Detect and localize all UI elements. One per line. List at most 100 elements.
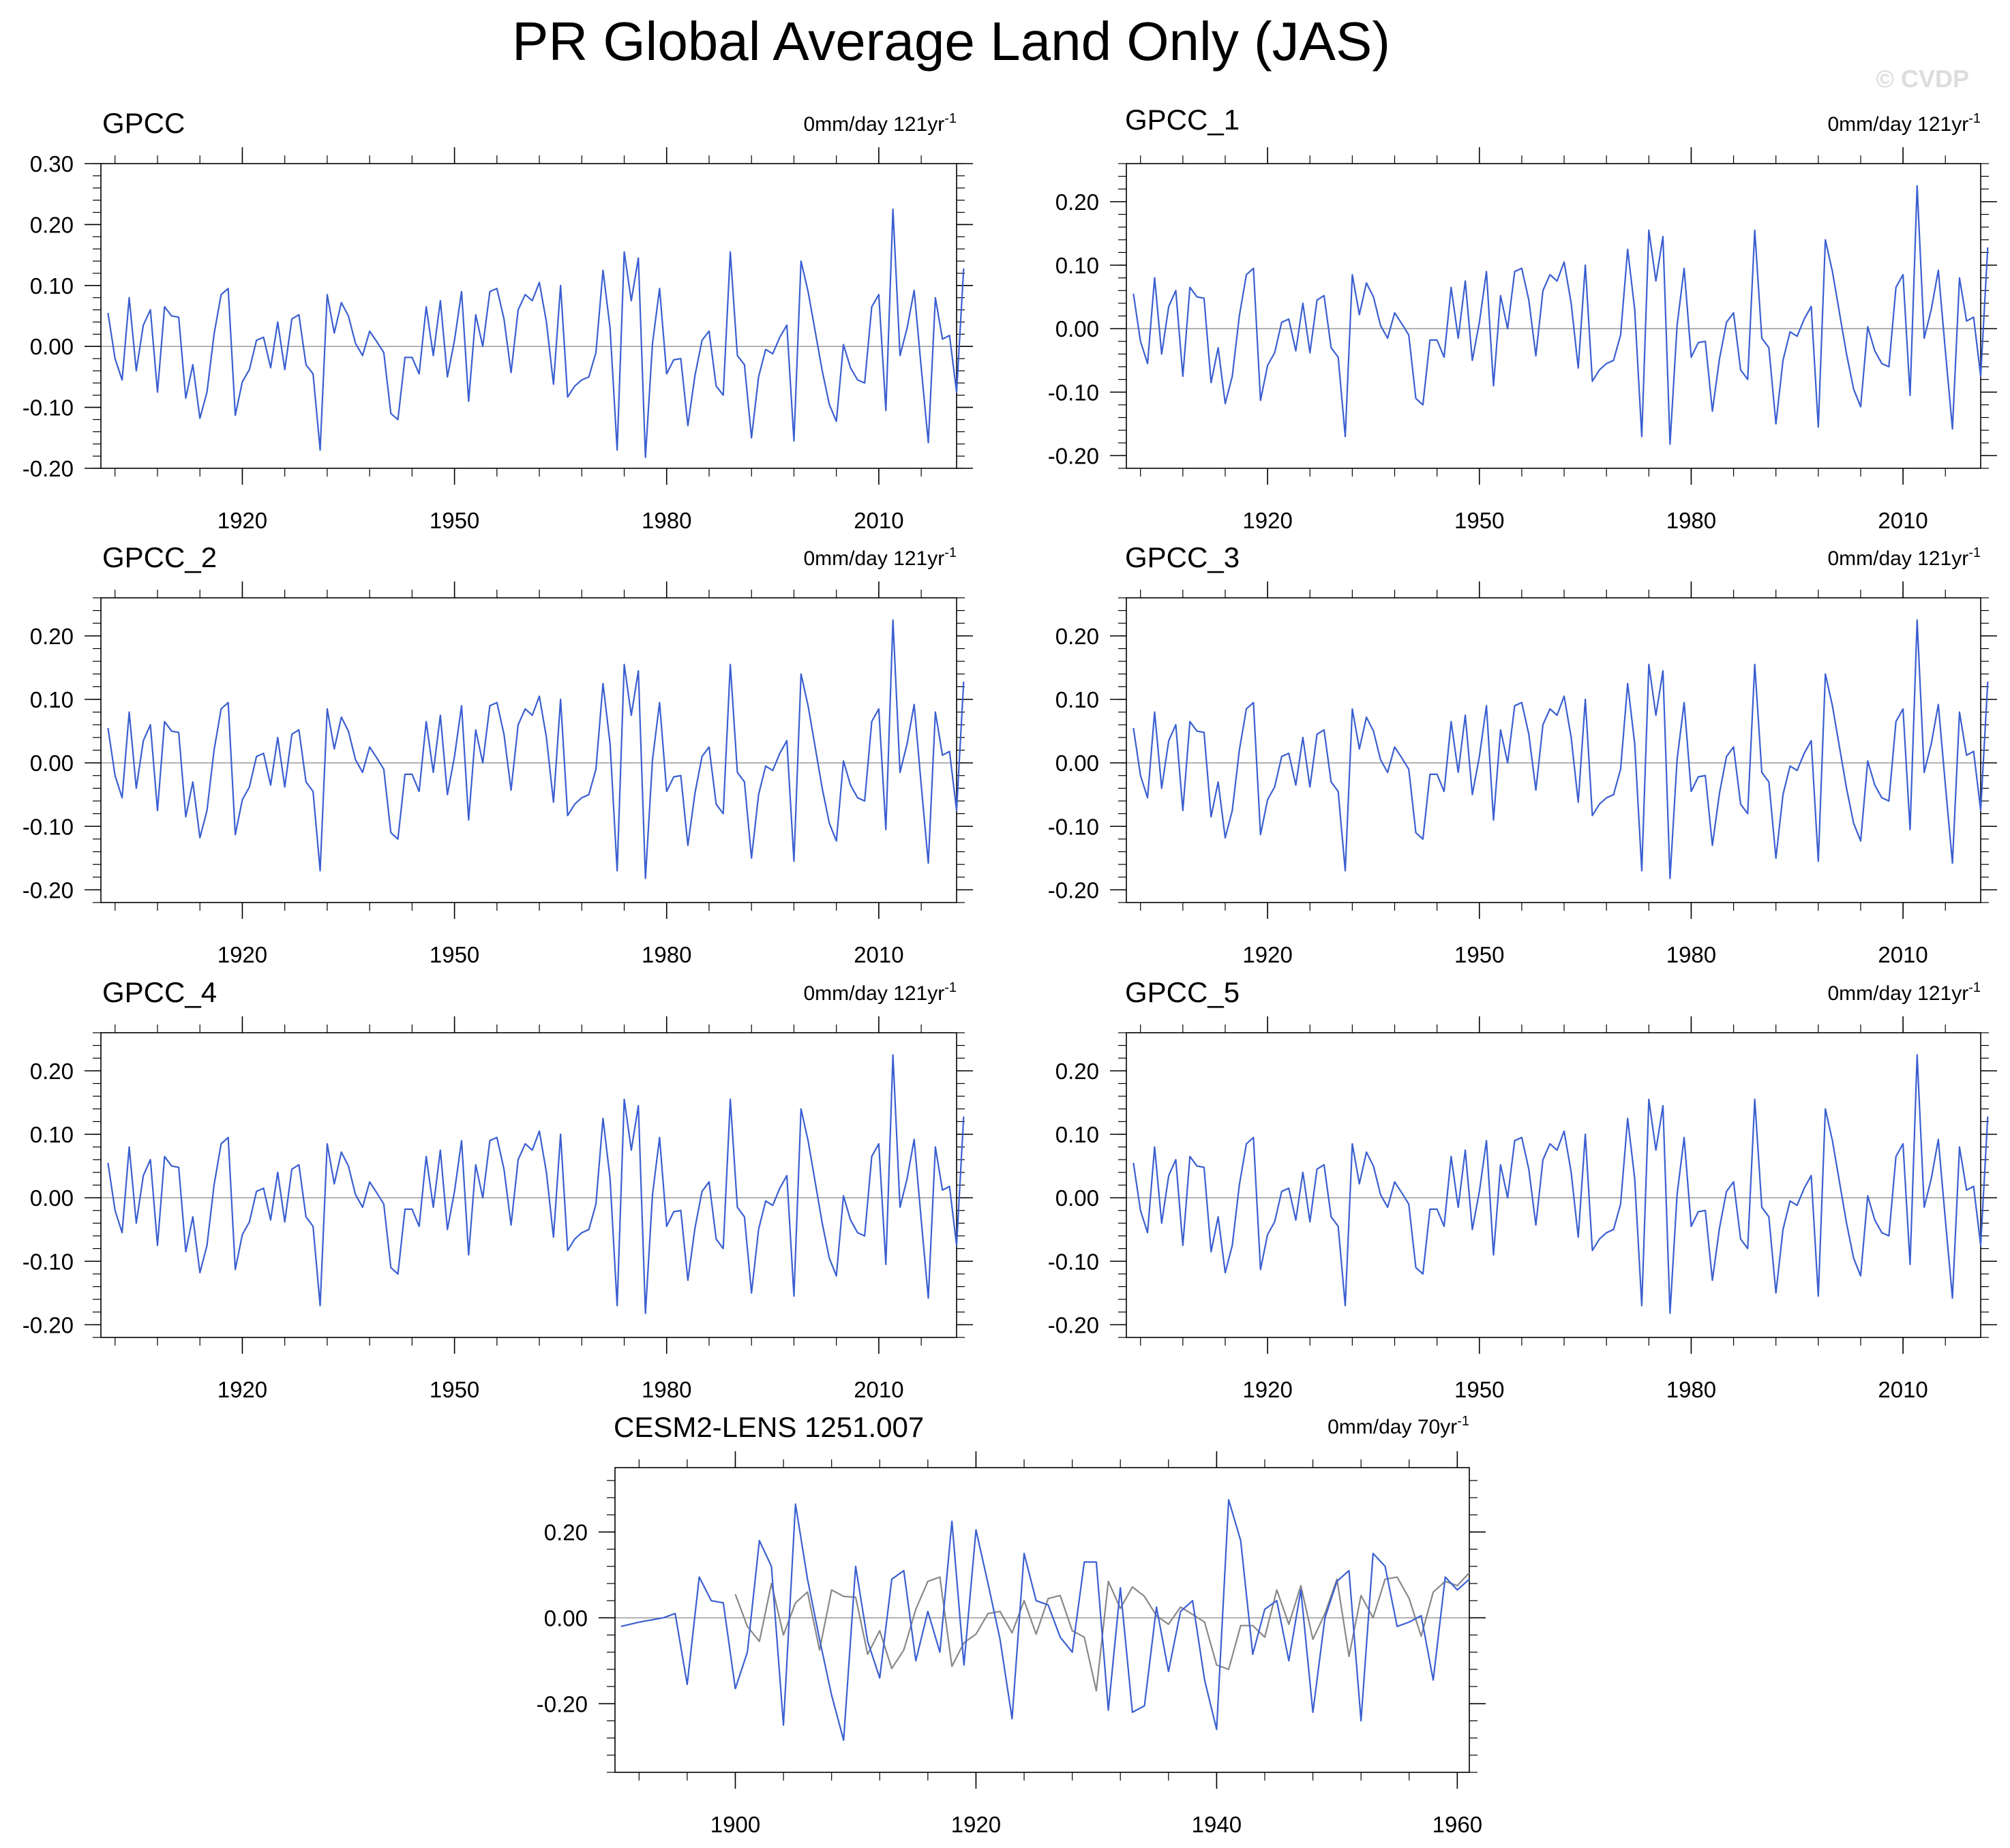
x-tick-label: 1980	[642, 508, 691, 533]
x-tick-label: 2010	[854, 508, 903, 533]
chart-panel-2: GPCC_1 0mm/day 121yr-1 -0.20 -0.10 0.00 0.10 0…	[1048, 104, 1997, 533]
y-tick-label: -0.20	[1048, 877, 1099, 903]
series-line	[107, 1054, 965, 1314]
panel-title: GPCC	[102, 107, 185, 139]
x-tick-label: 1920	[217, 508, 267, 533]
y-tick-label: 0.00	[1055, 1185, 1099, 1211]
chart-panel-4: GPCC_3 0mm/day 121yr-1 -0.20 -0.10 0.00 0.10 0…	[1048, 541, 1997, 967]
x-tick-label: 1920	[1242, 942, 1292, 967]
y-tick-label: 0.10	[1055, 1122, 1099, 1147]
panel-title: CESM2-LENS 1251.007	[614, 1411, 924, 1443]
plot-frame	[1126, 597, 1981, 903]
trend-stat-exponent: -1	[1457, 1414, 1469, 1429]
y-tick-label: 0.10	[30, 273, 74, 299]
trend-stat: 0mm/day 121yr-1	[1827, 980, 1981, 1005]
plot-frame	[100, 163, 957, 469]
plot-frame	[100, 597, 957, 903]
trend-stat-exponent: -1	[944, 545, 957, 560]
x-tick-label: 1950	[430, 508, 479, 533]
y-tick-label: -0.20	[1048, 443, 1099, 468]
y-tick-label: -0.20	[537, 1691, 588, 1716]
y-tick-label: -0.20	[22, 877, 74, 903]
trend-stat-exponent: -1	[944, 111, 957, 126]
trend-stat: 0mm/day 121yr-1	[803, 111, 957, 136]
chart-panel-1: GPCC 0mm/day 121yr-1 -0.20 -0.10 0.00 0.10 0.2…	[22, 107, 973, 533]
y-tick-label: -0.10	[1048, 814, 1099, 839]
y-tick-label: 0.10	[1055, 253, 1099, 278]
y-tick-label: 0.20	[30, 212, 74, 237]
watermark: © CVDP	[1876, 65, 1969, 93]
trend-stat-value: 0mm/day 70yr	[1328, 1416, 1457, 1438]
trend-stat-value: 0mm/day 121yr	[803, 547, 944, 570]
trend-stat-value: 0mm/day 121yr	[1827, 113, 1968, 136]
trend-stat-exponent: -1	[944, 980, 957, 995]
chart-panel-3: GPCC_2 0mm/day 121yr-1 -0.20 -0.10 0.00 0.10 0…	[22, 541, 973, 967]
y-tick-label: -0.10	[1048, 380, 1099, 405]
trend-stat: 0mm/day 70yr-1	[1328, 1414, 1469, 1438]
y-tick-label: 0.20	[30, 1059, 74, 1084]
plot-frame	[614, 1467, 1470, 1773]
y-tick-label: 0.00	[30, 1185, 74, 1211]
panel-title: GPCC_5	[1125, 976, 1240, 1008]
trend-stat: 0mm/day 121yr-1	[803, 980, 957, 1005]
x-tick-label: 1950	[430, 1377, 479, 1402]
trend-stat-value: 0mm/day 121yr	[803, 113, 944, 136]
panel-title: GPCC_2	[102, 541, 217, 573]
y-tick-label: 0.00	[544, 1605, 588, 1631]
x-tick-label: 2010	[1878, 1377, 1927, 1402]
x-tick-label: 1900	[710, 1812, 760, 1837]
trend-stat-value: 0mm/day 121yr	[803, 982, 944, 1005]
y-tick-label: -0.20	[22, 1312, 74, 1337]
plot-frame	[100, 1032, 957, 1338]
y-tick-label: -0.20	[1048, 1312, 1099, 1337]
y-tick-label: 0.20	[1055, 624, 1099, 649]
y-tick-label: -0.10	[22, 1249, 74, 1274]
x-tick-label: 1920	[951, 1812, 1001, 1837]
x-tick-label: 1950	[430, 942, 479, 967]
trend-stat-exponent: -1	[1968, 545, 1981, 560]
x-tick-label: 1950	[1454, 508, 1504, 533]
x-tick-label: 1980	[1666, 1377, 1716, 1402]
y-tick-label: -0.10	[22, 814, 74, 839]
x-tick-label: 1940	[1192, 1812, 1242, 1837]
trend-stat-value: 0mm/day 121yr	[1827, 982, 1968, 1005]
x-tick-label: 1950	[1454, 1377, 1504, 1402]
panel-title: GPCC_3	[1125, 541, 1240, 573]
x-tick-label: 1980	[642, 942, 691, 967]
x-tick-label: 1980	[1666, 508, 1716, 533]
plot-frame	[1126, 163, 1981, 469]
y-tick-label: 0.10	[30, 687, 74, 712]
y-tick-label: 0.30	[30, 151, 74, 177]
panel-title: GPCC_1	[1125, 104, 1240, 136]
series-line	[620, 1499, 1470, 1741]
x-tick-label: 2010	[1878, 942, 1927, 967]
y-tick-label: 0.00	[30, 751, 74, 776]
x-tick-label: 1980	[1666, 942, 1716, 967]
panel-title: GPCC_4	[102, 976, 217, 1008]
trend-stat: 0mm/day 121yr-1	[803, 545, 957, 570]
y-tick-label: 0.10	[30, 1122, 74, 1147]
y-tick-label: 0.00	[1055, 751, 1099, 776]
panel-grid: GPCC 0mm/day 121yr-1-0.20-0.100.000.100.2…	[22, 104, 1997, 1837]
y-tick-label: 0.00	[30, 334, 74, 359]
series-line	[107, 208, 965, 459]
y-tick-label: 0.10	[1055, 687, 1099, 712]
figure-title: PR Global Average Land Only (JAS)	[512, 11, 1390, 72]
x-tick-label: 1920	[217, 1377, 267, 1402]
trend-stat-value: 0mm/day 121yr	[1827, 547, 1968, 570]
x-tick-label: 1960	[1432, 1812, 1482, 1837]
trend-stat-exponent: -1	[1968, 111, 1981, 126]
x-tick-label: 1920	[217, 942, 267, 967]
y-tick-label: 0.00	[1055, 316, 1099, 342]
series-line	[1132, 1054, 1989, 1314]
trend-stat: 0mm/day 121yr-1	[1827, 111, 1981, 136]
chart-panel-7: CESM2-LENS 1251.007 0mm/day 70yr-1 -0.20 0.…	[537, 1411, 1486, 1837]
x-tick-label: 1980	[642, 1377, 691, 1402]
series-line	[107, 619, 965, 879]
y-tick-label: 0.20	[544, 1519, 588, 1545]
y-tick-label: -0.10	[1048, 1249, 1099, 1274]
trend-stat: 0mm/day 121yr-1	[1827, 545, 1981, 570]
y-tick-label: -0.10	[22, 395, 74, 421]
y-tick-label: 0.20	[1055, 1059, 1099, 1084]
y-tick-label: -0.20	[22, 456, 74, 481]
